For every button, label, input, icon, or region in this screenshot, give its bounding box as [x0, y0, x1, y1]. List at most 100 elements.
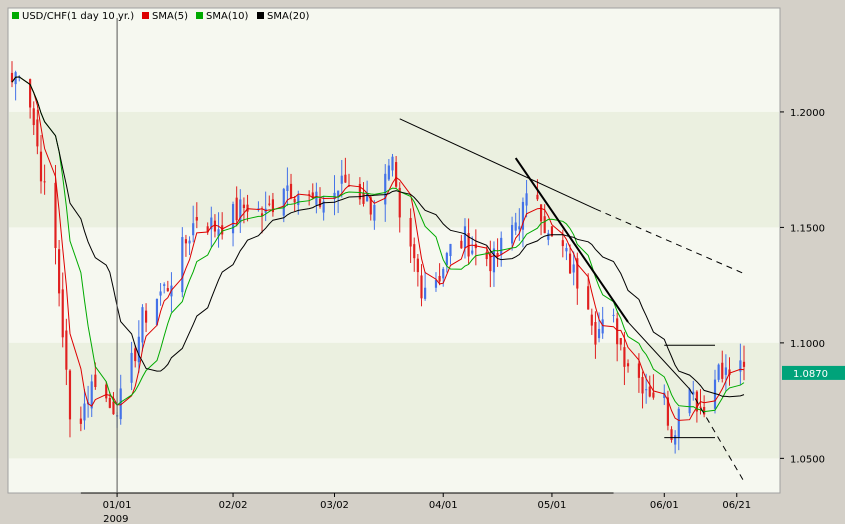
candle-body — [547, 233, 550, 240]
candle-body — [260, 213, 264, 217]
candle-body — [424, 287, 427, 299]
legend-label-price: USD/CHF(1 day 10 yr.) — [22, 11, 134, 22]
trendline[interactable] — [399, 118, 596, 210]
legend-swatch-price — [12, 12, 19, 19]
candle-body — [742, 361, 746, 367]
candle-body — [536, 194, 539, 200]
candle-body — [395, 162, 398, 187]
candle-body — [518, 226, 521, 230]
candle-body — [155, 298, 159, 325]
candle-body — [134, 348, 137, 362]
trendlines — [80, 118, 745, 494]
candle-body — [692, 391, 695, 395]
candle-body — [112, 401, 115, 415]
candle-body — [565, 247, 568, 252]
plot-area[interactable] — [7, 7, 781, 494]
candle-body — [597, 328, 601, 339]
candle-body — [36, 119, 39, 147]
candle-body — [492, 248, 496, 273]
trendline[interactable] — [627, 321, 691, 390]
candle-body — [724, 367, 727, 375]
candle-body — [572, 264, 575, 273]
x-tick-label: 05/01 — [538, 500, 567, 511]
candle-body — [416, 258, 419, 273]
candle-body — [221, 225, 224, 235]
candle-body — [645, 389, 648, 391]
candle-body — [58, 249, 61, 294]
candle-body — [68, 370, 72, 420]
candle-body — [192, 223, 195, 236]
candle-body — [525, 193, 528, 206]
x-axis-year-label: 2009 — [103, 514, 128, 524]
axes: 1.0500 1.1000 1.1500 1.2000 01/01 02/02 03/02 0… — [103, 108, 825, 511]
candle-body — [235, 197, 238, 221]
candle-body — [373, 204, 376, 221]
candle-body — [65, 330, 68, 370]
candle-body — [90, 381, 93, 409]
candle-body — [289, 183, 293, 199]
last-price-value: 1.0870 — [793, 369, 828, 380]
legend-swatch-sma20 — [257, 12, 264, 19]
candle-body — [670, 429, 673, 440]
candle-body — [231, 204, 235, 234]
candle-body — [32, 108, 35, 126]
trendline[interactable] — [689, 388, 745, 482]
candle-body — [141, 307, 144, 343]
candle-body — [460, 240, 463, 249]
last-price-badge-bg — [782, 365, 845, 380]
x-tick-label: 02/02 — [219, 500, 248, 511]
candle-body — [626, 363, 630, 367]
candle-body — [409, 217, 412, 247]
candle-body — [438, 275, 441, 282]
candle-body — [619, 337, 622, 345]
candle-body — [587, 286, 590, 310]
candle-body — [337, 190, 340, 198]
candle-body — [612, 314, 615, 316]
trendline[interactable] — [595, 208, 745, 275]
sma5-line — [11, 76, 745, 421]
candle-body — [496, 253, 499, 257]
legend-label-sma5: SMA(5) — [152, 11, 188, 22]
candle-body — [318, 198, 322, 207]
legend-swatch-sma5 — [142, 12, 149, 19]
candle-body — [413, 244, 416, 259]
candle-body — [576, 258, 579, 289]
candle-body — [322, 201, 325, 213]
candle-body — [213, 220, 217, 232]
candle-body — [637, 363, 640, 378]
candle-body — [420, 275, 423, 299]
candle-body — [239, 199, 242, 223]
candle-body — [286, 185, 289, 191]
candle-body — [384, 173, 387, 205]
candle-body — [159, 291, 162, 296]
candle-body — [666, 397, 669, 426]
candle-body — [467, 232, 470, 257]
x-tick-label: 06/01 — [650, 500, 679, 511]
trendline[interactable] — [514, 157, 629, 323]
candle-body — [391, 156, 394, 171]
candle-body — [739, 360, 742, 372]
candle-body — [616, 318, 619, 345]
candle-body — [29, 79, 32, 108]
candle-body — [594, 322, 597, 345]
candle-body — [366, 193, 369, 202]
candle-body — [721, 362, 724, 379]
candle-body — [590, 314, 593, 326]
candle-body — [242, 204, 246, 209]
candle-body — [510, 224, 514, 244]
candle-body — [514, 222, 517, 231]
candle-body — [315, 191, 318, 205]
candle-body — [61, 289, 64, 338]
candle-body — [166, 288, 169, 292]
candle-body — [94, 374, 97, 388]
candle-body — [217, 229, 220, 237]
candle-body — [543, 216, 546, 234]
candle-body — [717, 364, 720, 380]
candle-body — [674, 435, 677, 445]
candle-body — [601, 319, 604, 334]
candle-body — [358, 183, 361, 200]
x-tick-label: 01/01 — [103, 500, 132, 511]
candle-body — [445, 253, 448, 266]
candle-body — [663, 392, 666, 399]
